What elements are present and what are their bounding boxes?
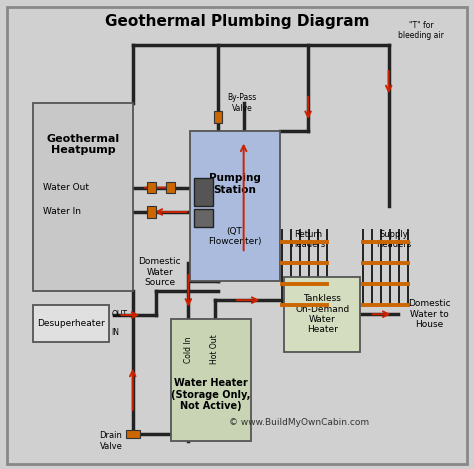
Text: (QT
Flowcenter): (QT Flowcenter) (208, 227, 261, 246)
Text: "T" for
bleeding air: "T" for bleeding air (398, 21, 444, 40)
Text: Desuperheater: Desuperheater (37, 319, 105, 328)
Bar (126, 430, 140, 438)
Bar (33, 305, 109, 342)
Bar (166, 182, 175, 193)
Bar (194, 209, 213, 227)
Bar (214, 112, 222, 123)
Text: © www.BuildMyOwnCabin.com: © www.BuildMyOwnCabin.com (228, 417, 369, 427)
Text: By-Pass
Valve: By-Pass Valve (228, 93, 257, 113)
Bar (147, 182, 156, 193)
Text: Hot Out: Hot Out (210, 334, 219, 364)
Text: Tankless
On-Demand
Water
Heater: Tankless On-Demand Water Heater (295, 294, 349, 334)
Text: Return
Headers: Return Headers (291, 230, 326, 249)
Text: Geothermal Plumbing Diagram: Geothermal Plumbing Diagram (105, 14, 369, 29)
Text: Water Out: Water Out (43, 183, 89, 192)
Bar (194, 178, 213, 206)
Bar (171, 319, 251, 441)
Text: Supply
Headers: Supply Headers (376, 230, 411, 249)
Text: OUT: OUT (111, 310, 128, 319)
Text: Water Heater
(Storage Only,
Not Active): Water Heater (Storage Only, Not Active) (171, 378, 251, 411)
Text: IN: IN (111, 328, 119, 337)
Bar (33, 103, 133, 291)
Text: Pumping
Station: Pumping Station (209, 173, 261, 195)
Bar (284, 277, 360, 352)
Text: Drain
Valve: Drain Valve (100, 431, 122, 451)
Text: Cold In: Cold In (184, 336, 193, 363)
Bar (147, 206, 156, 218)
Text: Geothermal
Heatpump: Geothermal Heatpump (46, 134, 119, 155)
Text: Domestic
Water
Source: Domestic Water Source (138, 257, 181, 287)
Text: Domestic
Water to
House: Domestic Water to House (408, 299, 450, 329)
Text: Water In: Water In (43, 207, 81, 217)
Bar (190, 131, 280, 281)
